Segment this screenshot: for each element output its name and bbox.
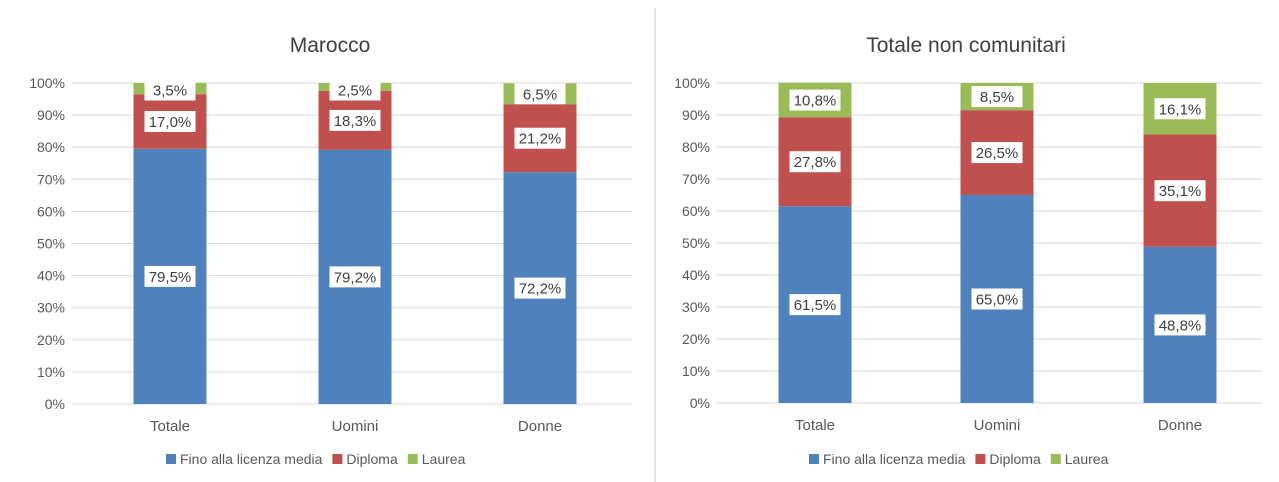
- data-label: 79,5%: [149, 269, 192, 286]
- data-label-bg: [144, 265, 196, 287]
- data-label-bg: [1154, 180, 1206, 202]
- data-label: 3,5%: [153, 83, 187, 100]
- data-label: 18,3%: [334, 113, 377, 130]
- y-tick-label: 10%: [682, 363, 710, 379]
- data-label: 8,5%: [980, 89, 1014, 106]
- data-label: 61,5%: [794, 297, 837, 314]
- data-label: 65,0%: [976, 292, 1019, 309]
- legend-label: Laurea: [422, 451, 466, 467]
- y-tick-label: 70%: [37, 171, 65, 187]
- y-tick-label: 80%: [37, 139, 65, 155]
- chart-title: Totale non comunitari: [866, 34, 1066, 57]
- data-label-bg: [1154, 314, 1206, 336]
- legend-label: Fino alla licenza media: [180, 451, 323, 467]
- chart-panel-2: Totale non comunitari 0% 10% 20% 30% 40% 50% 60…: [660, 12, 1272, 480]
- y-tick-label: 30%: [37, 300, 65, 316]
- data-label-bg: [789, 89, 841, 111]
- legend-swatch: [1050, 454, 1061, 464]
- legend-label: Diploma: [989, 451, 1041, 467]
- legend-label: Diploma: [346, 451, 398, 467]
- data-label-bg: [789, 151, 841, 173]
- x-category-label: Uomini: [332, 418, 379, 435]
- x-category-label: Donne: [518, 418, 562, 435]
- y-tick-label: 60%: [37, 203, 65, 219]
- y-tick-label: 0%: [45, 396, 65, 412]
- y-tick-label: 30%: [682, 299, 710, 315]
- data-label: 72,2%: [519, 281, 562, 298]
- legend-label: Laurea: [1065, 451, 1109, 467]
- y-tick-label: 0%: [690, 395, 710, 411]
- x-category-label: Uomini: [974, 417, 1021, 434]
- data-label: 35,1%: [1159, 183, 1202, 200]
- y-tick-label: 60%: [682, 203, 710, 219]
- legend-label: Fino alla licenza media: [823, 451, 966, 467]
- data-label-bg: [514, 83, 566, 105]
- data-label-bg: [144, 79, 196, 101]
- legend-swatch: [809, 454, 819, 464]
- y-tick-label: 70%: [682, 171, 710, 187]
- y-tick-label: 50%: [682, 235, 710, 251]
- legend-swatch: [975, 454, 986, 464]
- y-tick-label: 40%: [682, 267, 710, 283]
- data-label: 6,5%: [523, 86, 557, 103]
- legend-swatch: [332, 454, 343, 464]
- data-label-bg: [1154, 98, 1206, 120]
- y-tick-label: 20%: [682, 331, 710, 347]
- y-tick-label: 100%: [29, 75, 65, 91]
- y-tick-label: 100%: [674, 75, 710, 91]
- data-label-bg: [514, 127, 566, 149]
- data-label: 16,1%: [1159, 101, 1202, 118]
- data-label: 17,0%: [149, 114, 192, 131]
- legend-swatch: [407, 454, 418, 464]
- chart-title: Marocco: [290, 34, 371, 57]
- chart-panel-1: Marocco 0% 10% 20% 30% 40% 50% 60% 70% 80% 90% 100%…: [12, 12, 648, 480]
- data-label-bg: [789, 294, 841, 316]
- y-tick-label: 80%: [682, 139, 710, 155]
- y-tick-label: 90%: [37, 107, 65, 123]
- data-label: 26,5%: [976, 145, 1019, 162]
- data-label: 27,8%: [794, 154, 837, 171]
- data-label-bg: [144, 111, 196, 133]
- data-label-bg: [329, 266, 381, 288]
- data-label-bg: [971, 142, 1023, 164]
- data-label: 2,5%: [338, 83, 372, 100]
- data-label: 10,8%: [794, 93, 837, 110]
- data-label: 79,2%: [334, 269, 377, 286]
- x-category-label: Totale: [795, 417, 835, 434]
- data-label-bg: [329, 109, 381, 131]
- x-category-label: Totale: [150, 418, 190, 435]
- legend-swatch: [166, 454, 176, 464]
- y-tick-label: 20%: [37, 332, 65, 348]
- data-label: 21,2%: [519, 131, 562, 148]
- data-label-bg: [971, 288, 1023, 310]
- y-tick-label: 90%: [682, 107, 710, 123]
- y-tick-label: 40%: [37, 268, 65, 284]
- data-label-bg: [514, 277, 566, 299]
- y-tick-label: 50%: [37, 236, 65, 252]
- data-label-bg: [971, 86, 1023, 108]
- data-label-bg: [329, 79, 381, 101]
- x-category-label: Donne: [1158, 417, 1202, 434]
- data-label: 48,8%: [1159, 317, 1202, 334]
- y-tick-label: 10%: [37, 364, 65, 380]
